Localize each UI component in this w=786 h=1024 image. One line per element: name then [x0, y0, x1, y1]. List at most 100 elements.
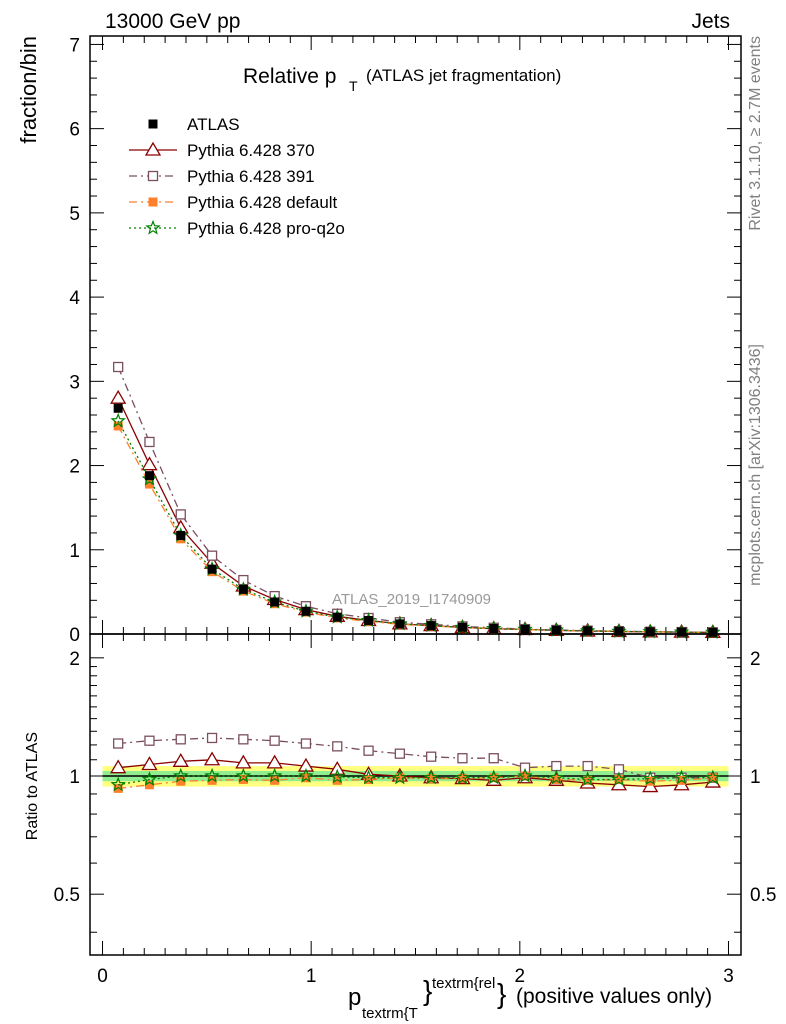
svg-text:T: T [349, 78, 358, 94]
ratio-point-pythia-6-428-default [583, 775, 593, 785]
main-point-pythia-6-428-default [144, 479, 154, 489]
svg-text:Relative p: Relative p [243, 65, 336, 88]
ratio-point-pythia-6-428-pro-q2o [141, 771, 158, 787]
ratio-point-pythia-6-428-pro-q2o [454, 769, 471, 785]
svg-text:}: } [423, 975, 432, 1006]
legend-marker-pythia-6-428-391 [147, 170, 159, 182]
ratio-point-pythia-6-428-391 [457, 753, 468, 764]
ratio-point-pythia-6-428-pro-q2o [110, 776, 126, 792]
ratio-point-pythia-6-428-391 [394, 748, 406, 759]
legend-label-pythia-6-428-370: Pythia 6.428 370 [187, 141, 315, 160]
ratio-point-pythia-6-428-default [301, 773, 311, 783]
ratio-point-pythia-6-428-pro-q2o [266, 767, 283, 783]
svg-text:p: p [348, 984, 361, 1011]
main-point-atlas [113, 403, 123, 413]
main-point-pythia-6-428-370 [141, 456, 158, 471]
main-point-atlas [708, 627, 718, 637]
main-ytick-label: 0 [69, 625, 80, 646]
main-point-pythia-6-428-391 [113, 361, 124, 373]
ratio-point-pythia-6-428-370 [203, 751, 221, 766]
ratio-line-pythia-6-428-370 [118, 759, 713, 788]
main-point-atlas [270, 597, 280, 607]
svg-text:(positive values only): (positive values only) [516, 985, 712, 1008]
legend: ATLAS Pythia 6.428 370 Pythia 6.428 391 Pyt… [129, 115, 345, 238]
ratio-point-pythia-6-428-pro-q2o [329, 768, 346, 784]
main-title: Relative p T (ATLAS jet fragmentation) [243, 65, 561, 94]
ratio-point-pythia-6-428-pro-q2o [642, 770, 658, 786]
main-ytick-label: 5 [69, 204, 80, 225]
x-axis-label: p textrm{T } textrm{rel } (positive valu… [348, 975, 712, 1022]
main-point-atlas [332, 612, 342, 622]
x-tick-label: 1 [306, 966, 317, 987]
legend-label-pythia-6-428-default: Pythia 6.428 default [187, 193, 338, 212]
ratio-point-pythia-6-428-pro-q2o [485, 769, 502, 785]
header-right: Jets [691, 10, 730, 33]
main-plot-area: 0 1 2 3 4 5 6 7 [69, 35, 742, 646]
ratio-point-pythia-6-428-default [176, 776, 186, 786]
ratio-point-pythia-6-428-391 [144, 735, 155, 746]
main-point-atlas [583, 626, 593, 636]
main-point-atlas [176, 530, 186, 540]
main-ytick-label: 4 [69, 288, 80, 309]
ratio-frame [89, 633, 742, 956]
ratio-point-pythia-6-428-default [551, 774, 561, 784]
main-point-pythia-6-428-391 [175, 509, 186, 520]
ratio-point-pythia-6-428-pro-q2o [423, 769, 439, 785]
main-point-atlas [426, 621, 436, 631]
main-point-atlas [551, 625, 561, 635]
ratio-point-pythia-6-428-370 [141, 756, 158, 771]
ratio-point-pythia-6-428-pro-q2o [517, 767, 533, 783]
main-point-atlas [144, 471, 154, 481]
ratio-point-pythia-6-428-pro-q2o [392, 769, 408, 785]
main-point-atlas [489, 624, 499, 634]
ratio-point-pythia-6-428-391 [363, 745, 374, 756]
ratio-ytick-label: 1 [69, 767, 80, 788]
main-point-atlas [238, 584, 248, 594]
x-tick-label: 3 [723, 966, 734, 987]
analysis-label: ATLAS_2019_I1740909 [332, 591, 491, 608]
main-point-pythia-6-428-391 [238, 574, 249, 586]
ratio-point-pythia-6-428-391 [206, 732, 218, 744]
ratio-point-pythia-6-428-391 [551, 760, 562, 772]
header-left: 13000 GeV pp [105, 10, 240, 33]
ratio-ytick-label-right: 1 [750, 767, 761, 788]
ratio-point-pythia-6-428-391 [175, 734, 186, 745]
main-point-pythia-6-428-pro-q2o [110, 412, 126, 428]
legend-label-atlas: ATLAS [187, 115, 240, 134]
legend-marker-pythia-6-428-default [148, 197, 158, 207]
svg-text:textrm{T: textrm{T [362, 1005, 418, 1022]
main-point-atlas [207, 564, 217, 574]
main-point-atlas [301, 606, 311, 616]
ratio-line-pythia-6-428-pro-q2o [118, 775, 713, 786]
main-line-pythia-6-428-pro-q2o [117, 420, 713, 634]
main-ytick-label: 1 [69, 541, 80, 562]
x-tick-label: 2 [515, 966, 526, 987]
main-point-pythia-6-428-391 [144, 436, 155, 448]
ratio-point-pythia-6-428-default [113, 783, 123, 793]
ratio-point-pythia-6-428-391 [238, 734, 249, 745]
ratio-point-pythia-6-428-pro-q2o [705, 769, 721, 785]
ratio-point-pythia-6-428-391 [332, 741, 343, 752]
ratio-ytick-label: 0.5 [54, 885, 80, 906]
ratio-point-pythia-6-428-pro-q2o [173, 767, 189, 783]
ratio-point-pythia-6-428-370 [110, 759, 127, 774]
ratio-point-pythia-6-428-default [270, 775, 280, 785]
main-point-pythia-6-428-default [113, 421, 123, 431]
ratio-point-pythia-6-428-default [426, 774, 436, 784]
ratio-point-pythia-6-428-391 [582, 760, 593, 772]
rivet-label: Rivet 3.1.10, ≥ 2.7M events [747, 36, 764, 231]
main-point-pythia-6-428-391 [206, 550, 218, 561]
ratio-point-pythia-6-428-370 [172, 753, 189, 767]
ratio-point-pythia-6-428-pro-q2o [204, 767, 220, 783]
mcplots-label: mcplots.cern.ch [arXiv:1306.3436] [747, 344, 764, 586]
legend-marker-pythia-6-428-370 [144, 141, 162, 156]
ratio-point-pythia-6-428-pro-q2o [235, 767, 252, 783]
ratio-ytick-label-right: 2 [750, 649, 761, 670]
main-point-pythia-6-428-370 [110, 389, 127, 404]
x-tick-label: 0 [97, 966, 108, 987]
ratio-point-pythia-6-428-default [708, 773, 718, 783]
ratio-point-pythia-6-428-391 [425, 751, 437, 762]
legend-marker-atlas [148, 119, 158, 129]
ratio-point-pythia-6-428-pro-q2o [298, 767, 314, 783]
